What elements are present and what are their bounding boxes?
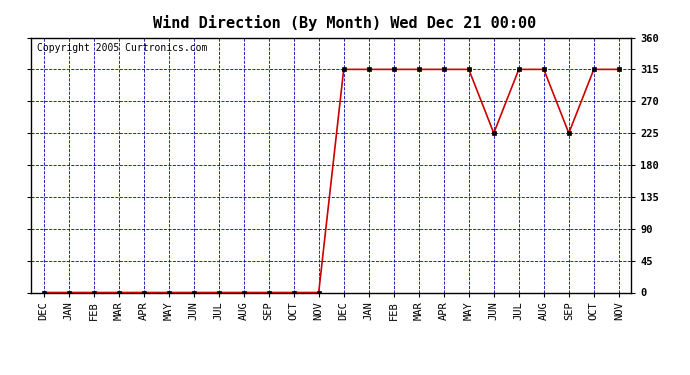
Text: Copyright 2005 Curtronics.com: Copyright 2005 Curtronics.com: [37, 43, 208, 52]
Text: Wind Direction (By Month) Wed Dec 21 00:00: Wind Direction (By Month) Wed Dec 21 00:…: [153, 15, 537, 31]
